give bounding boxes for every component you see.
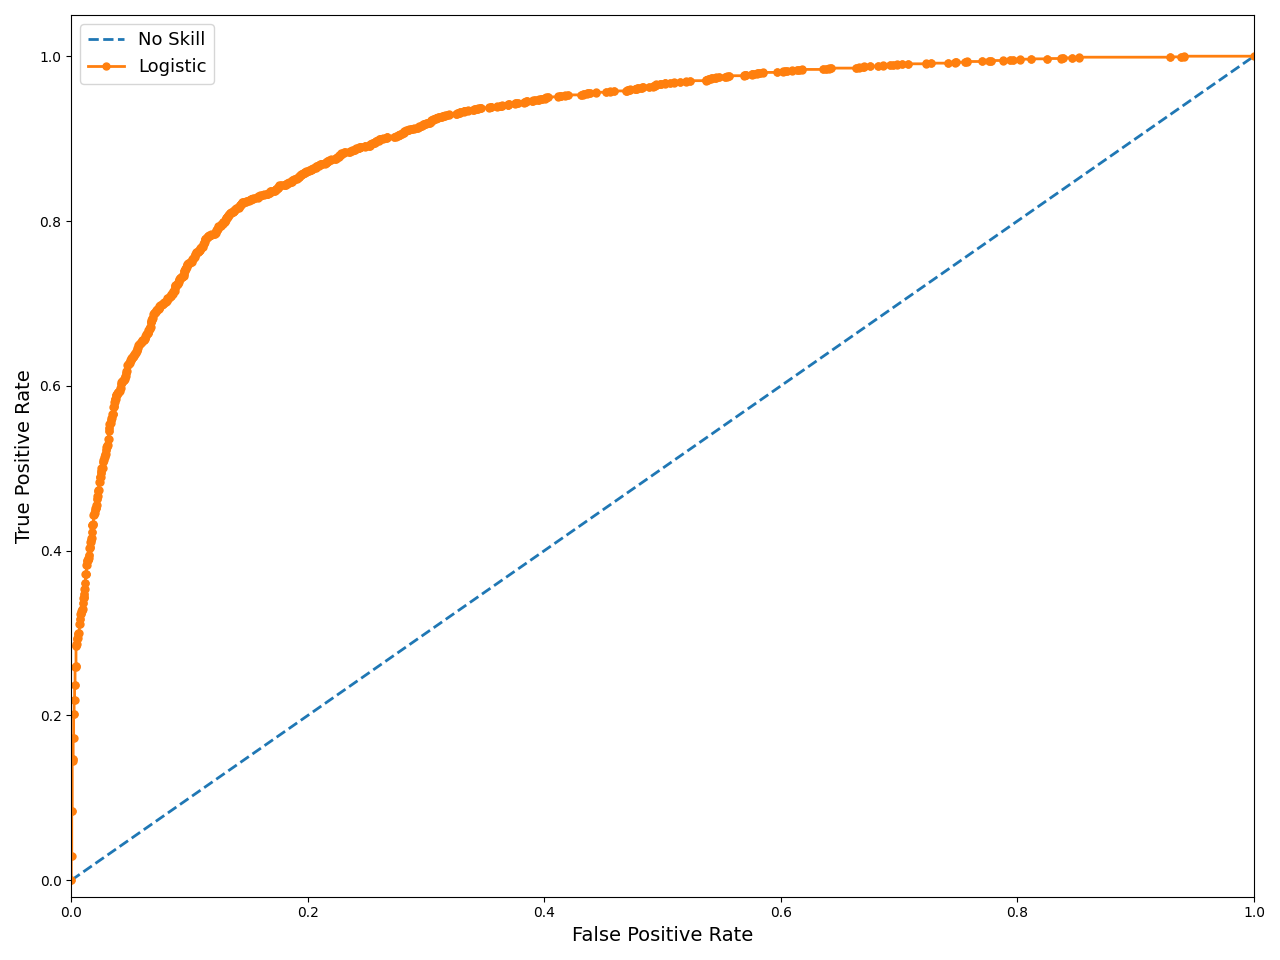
Logistic xyxy=(300,165,315,177)
Logistic xyxy=(1247,51,1262,62)
Logistic xyxy=(232,201,247,212)
Logistic xyxy=(116,371,132,382)
Logistic xyxy=(64,875,79,886)
Logistic xyxy=(105,408,120,420)
X-axis label: False Positive Rate: False Positive Rate xyxy=(572,926,753,945)
Logistic xyxy=(291,172,306,183)
Line: Logistic: Logistic xyxy=(68,53,1257,884)
Logistic xyxy=(1176,51,1192,62)
Y-axis label: True Positive Rate: True Positive Rate xyxy=(15,369,35,542)
Logistic xyxy=(187,250,202,261)
Legend: No Skill, Logistic: No Skill, Logistic xyxy=(81,24,214,84)
